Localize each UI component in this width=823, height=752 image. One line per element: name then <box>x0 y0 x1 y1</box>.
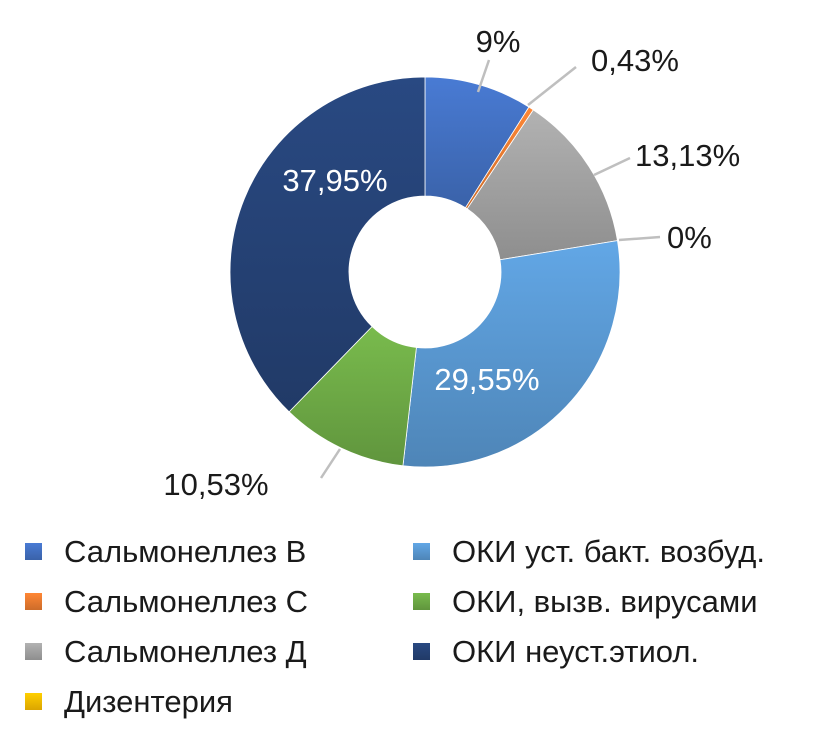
legend-label: ОКИ неуст.этиол. <box>452 634 700 669</box>
data-label-6: 10,53% <box>163 467 268 502</box>
legend-swatch <box>413 643 430 660</box>
legend-swatch <box>25 693 42 710</box>
data-label-4: 0% <box>667 220 712 255</box>
legend-item-1: Сальмонеллез В <box>25 536 306 567</box>
leader-line-6 <box>319 448 342 479</box>
legend-label: ОКИ уст. бакт. возбуд. <box>452 534 766 569</box>
legend-label: ОКИ, вызв. вирусами <box>452 584 758 619</box>
legend-item-2: Сальмонеллез С <box>25 586 308 617</box>
legend-item-3: Сальмонеллез Д <box>25 636 307 667</box>
legend-label: Сальмонеллез С <box>64 584 309 619</box>
legend-swatch <box>25 593 42 610</box>
leader-line-4 <box>618 235 661 242</box>
slice-3 <box>466 109 618 261</box>
legend-swatch <box>413 593 430 610</box>
legend-swatch <box>413 543 430 560</box>
legend-item-6: ОКИ, вызв. вирусами <box>413 586 758 617</box>
slice-7 <box>229 76 426 413</box>
donut-chart: 9% 0,43% 13,13% 0% 29,55% 10,53% 37,95% <box>163 24 740 502</box>
legend-label: Сальмонеллез Д <box>64 634 307 669</box>
data-label-2: 0,43% <box>591 43 679 78</box>
legend-item-7: ОКИ неуст.этиол. <box>413 636 699 667</box>
slice-5 <box>402 240 621 468</box>
leader-line-1 <box>476 59 491 93</box>
legend-label: Сальмонеллез В <box>64 534 307 569</box>
leader-line-2 <box>527 66 577 106</box>
data-label-3: 13,13% <box>635 138 740 173</box>
legend-item-5: ОКИ уст. бакт. возбуд. <box>413 536 765 567</box>
data-label-7: 37,95% <box>282 163 387 198</box>
leader-line-3 <box>593 156 631 177</box>
data-label-1: 9% <box>476 24 521 59</box>
legend-swatch <box>25 543 42 560</box>
legend-label: Дизентерия <box>64 684 233 719</box>
data-label-5: 29,55% <box>434 362 539 397</box>
legend-swatch <box>25 643 42 660</box>
slice-6 <box>288 325 417 467</box>
legend-item-4: Дизентерия <box>25 686 233 717</box>
